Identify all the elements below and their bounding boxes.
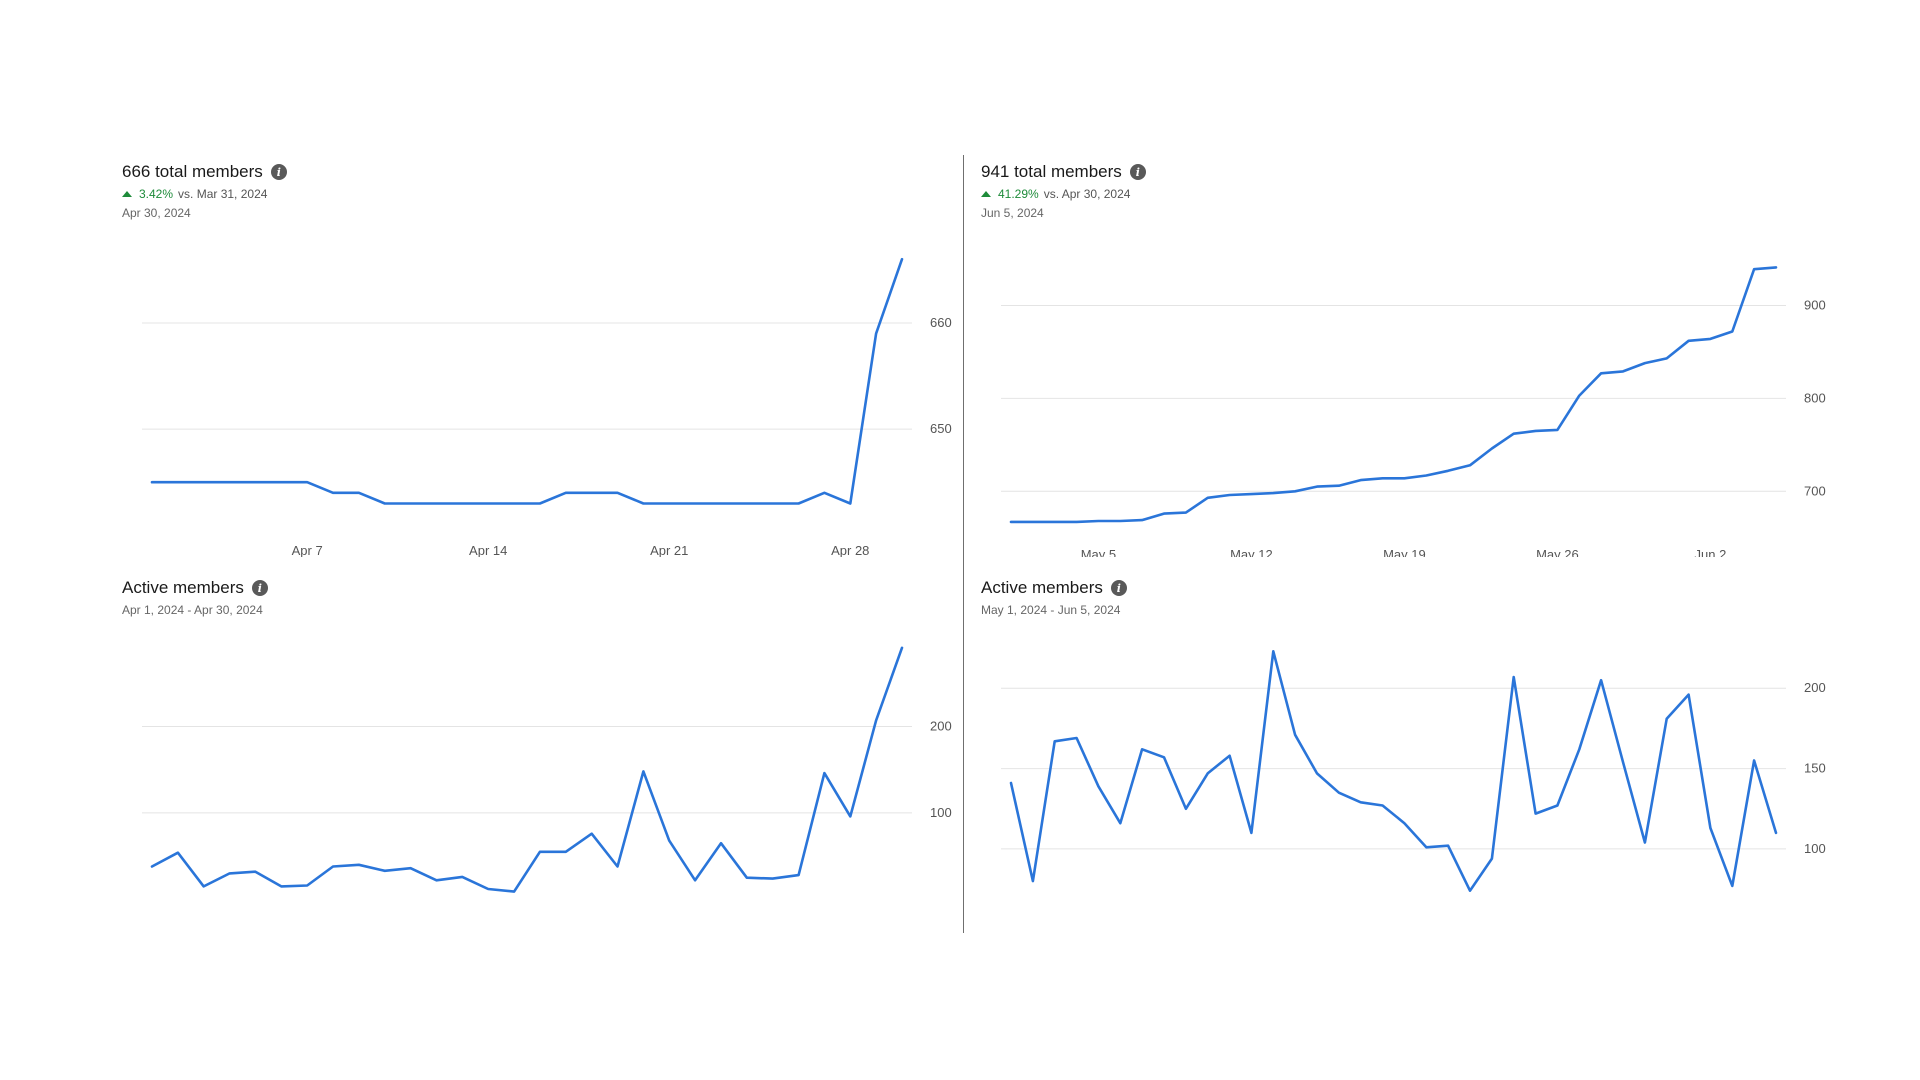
chart-panel-active-left: Active members i Apr 1, 2024 - Apr 30, 2…: [122, 578, 952, 923]
x-tick-label: Jun 2: [1695, 547, 1727, 557]
x-tick-label: Apr 7: [292, 921, 323, 923]
y-tick-label: 800: [1804, 390, 1826, 405]
line-chart: 100 200 Apr 7 Apr 14 Apr 21 Apr 28: [142, 646, 952, 923]
delta-comparison: vs. Apr 30, 2024: [1043, 187, 1131, 201]
y-tick-label: 700: [1804, 483, 1826, 498]
series-line: [1009, 266, 1778, 524]
x-tick-label: May 19: [1383, 547, 1426, 557]
x-tick-label: May 5: [1081, 547, 1116, 557]
chart-panel-total-right: 941 total members i 41.29% vs. Apr 30, 2…: [981, 162, 1851, 557]
y-tick-label: 100: [930, 805, 952, 820]
x-tick-label: May 12: [1230, 547, 1273, 557]
chart-header: 941 total members i 41.29% vs. Apr 30, 2…: [981, 162, 1146, 220]
series-line: [150, 257, 904, 505]
series-line: [150, 646, 904, 893]
x-tick-label: Apr 14: [469, 921, 507, 923]
delta-comparison: vs. Mar 31, 2024: [178, 187, 268, 201]
info-icon[interactable]: i: [1110, 580, 1127, 596]
x-tick-label: Apr 28: [831, 921, 869, 923]
y-tick-label: 900: [1804, 297, 1826, 312]
panel-divider: [963, 155, 964, 933]
info-icon[interactable]: i: [1129, 164, 1146, 180]
chart-panel-active-right: Active members i May 1, 2024 - Jun 5, 20…: [981, 578, 1851, 923]
delta-row: 3.42% vs. Mar 31, 2024: [122, 187, 287, 201]
y-tick-label: 200: [1804, 680, 1826, 695]
chart-title: 666 total members: [122, 162, 263, 181]
series-line: [1009, 650, 1778, 893]
chart-date: Jun 5, 2024: [981, 206, 1044, 220]
line-chart: 650 660 Apr 7 Apr 14 Apr 21 Apr 28: [142, 257, 952, 557]
chart-header: Active members i Apr 1, 2024 - Apr 30, 2…: [122, 578, 268, 617]
delta-percent: 3.42%: [139, 187, 174, 201]
line-chart: 700 800 900 May 5 May 12 May 19 May 26 Jun 2: [1001, 266, 1826, 557]
info-icon[interactable]: i: [251, 580, 268, 596]
up-arrow-icon: [981, 191, 991, 197]
chart-date: May 1, 2024 - Jun 5, 2024: [981, 603, 1121, 617]
delta-row: 41.29% vs. Apr 30, 2024: [981, 187, 1146, 201]
x-tick-label: Apr 28: [831, 543, 869, 557]
chart-title: Active members: [981, 578, 1103, 597]
y-tick-label: 150: [1804, 761, 1826, 776]
y-tick-label: 650: [930, 421, 952, 436]
chart-title: 941 total members: [981, 162, 1122, 181]
delta-percent: 41.29%: [998, 187, 1039, 201]
x-tick-label: Apr 21: [650, 543, 688, 557]
y-tick-label: 100: [1804, 841, 1826, 856]
chart-panel-total-left: 666 total members i 3.42% vs. Mar 31, 20…: [122, 162, 952, 557]
up-arrow-icon: [122, 191, 132, 197]
x-tick-label: Apr 14: [469, 543, 507, 557]
chart-date: Apr 1, 2024 - Apr 30, 2024: [122, 603, 263, 617]
chart-date: Apr 30, 2024: [122, 206, 191, 220]
y-tick-label: 200: [930, 718, 952, 733]
x-tick-label: Apr 7: [292, 543, 323, 557]
chart-header: 666 total members i 3.42% vs. Mar 31, 20…: [122, 162, 287, 220]
x-tick-label: May 26: [1536, 547, 1579, 557]
info-icon[interactable]: i: [270, 164, 287, 180]
y-tick-label: 660: [930, 315, 952, 330]
chart-title: Active members: [122, 578, 244, 597]
chart-header: Active members i May 1, 2024 - Jun 5, 20…: [981, 578, 1127, 617]
x-tick-label: Apr 21: [650, 921, 688, 923]
